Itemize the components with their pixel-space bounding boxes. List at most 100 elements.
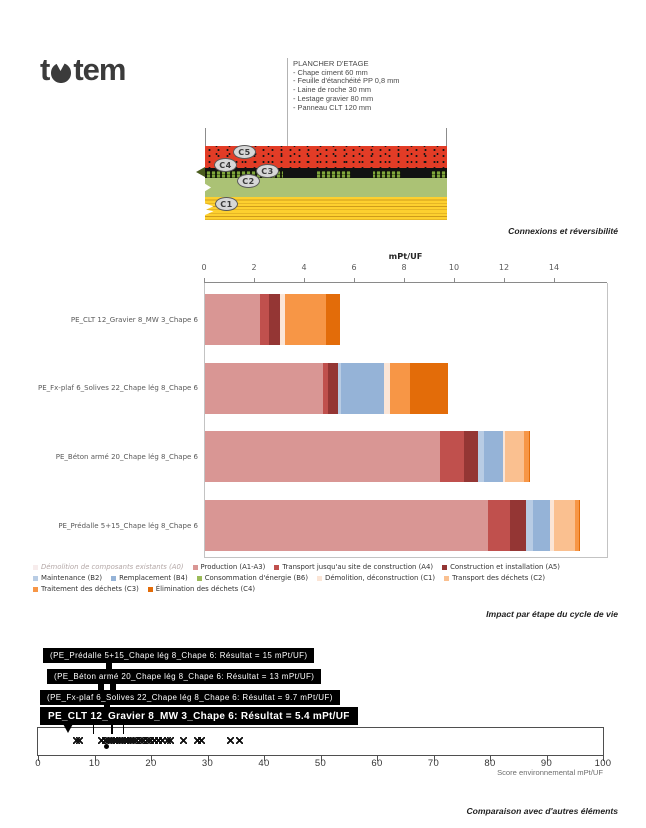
result-box-clt: PE_CLT 12_Gravier 8_MW 3_Chape 6: Résult… [40, 707, 358, 725]
axis-tick [151, 755, 152, 761]
legend-label: Traitement des déchets (C3) [41, 585, 139, 593]
axis-tick [320, 755, 322, 761]
axis-tick-label: 0 [35, 758, 41, 769]
axis-tick-label: 50 [314, 758, 327, 769]
legend-swatch [33, 575, 38, 581]
legend-row: Démolition de composants existants (A0) P… [33, 563, 633, 571]
bar-segment-B4 [532, 500, 550, 552]
legend-item: Démolition, déconstruction (C1) [317, 574, 435, 582]
floor-section-diagram: C5 C4 C3 C2 C1 [196, 128, 447, 222]
comparison-plot-area: 0 10 20 30 40 50 60 70 80 90 100 [35, 722, 611, 769]
totem-logo: t tem [40, 52, 126, 88]
result-box-connector [98, 682, 104, 691]
bar-segment-C3 [523, 431, 529, 483]
reference-tick [92, 722, 95, 734]
x-marker [146, 737, 154, 744]
insulation-gap [401, 171, 431, 178]
axis-tick [454, 278, 455, 283]
insulation-gap [351, 171, 373, 178]
spec-title: PLANCHER D'ETAGE [293, 59, 369, 68]
bar-segment-C2 [553, 500, 575, 552]
bar-segment-A5 [268, 294, 280, 345]
spec-layer-line: - Panneau CLT 120 mm [293, 102, 372, 112]
bar-row-label: PE_CLT 12_Gravier 8_MW 3_Chape 6 [70, 315, 198, 324]
legend-swatch [33, 564, 38, 570]
axis-tick-label: 70 [427, 758, 440, 769]
witness-line-right [446, 128, 447, 148]
caption-connections: Connexions et réversibilité [508, 226, 618, 236]
x-marker [235, 737, 243, 744]
x-marker [180, 737, 188, 744]
x-marker [97, 737, 105, 744]
bar-segment-C3 [390, 362, 410, 414]
insulation-gap [283, 171, 317, 178]
legend-item: Transport des déchets (C2) [444, 574, 545, 582]
bar-segment-B4 [483, 431, 503, 483]
spec-layer-line: - Feuille d'étanchéité PP 0,8 mm [293, 76, 400, 86]
impact-row-labels: PE_CLT 12_Gravier 8_MW 3_Chape 6 PE_Fx-pl… [30, 283, 198, 557]
bar-segment-B2 [477, 431, 484, 483]
bar-segment-C4 [578, 500, 580, 552]
axis-line [204, 282, 607, 283]
axis-tick [433, 755, 435, 761]
axis-tick [603, 755, 604, 761]
legend: Démolition de composants existants (A0) P… [33, 563, 633, 596]
bar-segment-B2 [337, 362, 342, 414]
axis-tick [204, 278, 205, 283]
bar-segment-C1 [280, 294, 285, 345]
axis-tick-label: 40 [258, 758, 270, 769]
legend-label: Transport jusqu'au site de construction … [282, 563, 434, 571]
axis-tick-label: 0 [201, 263, 207, 272]
x-marker [154, 737, 162, 744]
bar-segment-A5 [510, 500, 527, 552]
result-box-beton: (PE_Béton armé 20_Chape lég 8_Chape 6: R… [47, 669, 322, 684]
chart-title: mPt/UF [388, 251, 423, 261]
bar-segment-A4 [260, 294, 269, 345]
layer-label-c2: C2 [237, 174, 260, 188]
bar-segment-A4 [322, 362, 328, 414]
legend-swatch [111, 575, 117, 581]
axis-tick-label: 2 [251, 263, 257, 272]
impact-plot-area [204, 283, 608, 558]
legend-item: Élimination des déchets (C4) [147, 585, 255, 593]
layer-label-c4: C4 [214, 158, 237, 172]
bar-segment-A1A3 [205, 431, 440, 483]
score-axis-label: Score environnemental mPt/UF [497, 768, 603, 777]
bar-segment-C3 [575, 500, 579, 552]
bar-row-label: PE_Prédalle 5+15_Chape lég 8_Chape 6 [58, 521, 198, 530]
axis-tick-label: 14 [548, 263, 560, 272]
x-marker [76, 737, 84, 744]
axis-tick-label: 80 [484, 758, 496, 769]
witness-line-left [205, 128, 206, 148]
bar-segment-C4 [410, 362, 448, 414]
axis-tick-label: 6 [351, 263, 357, 272]
bar-segment-A1A3 [205, 294, 260, 345]
legend-swatch [192, 564, 198, 570]
axis-tick [377, 755, 378, 761]
axis-tick [490, 755, 491, 761]
result-box-connector [104, 703, 110, 710]
layer-label-c3: C3 [256, 164, 279, 178]
axis-tick-label: 12 [498, 263, 510, 272]
legend-item: Maintenance (B2) [33, 574, 102, 582]
legend-swatch [147, 586, 153, 592]
reference-tick [111, 722, 113, 734]
legend-label: Maintenance (B2) [41, 574, 103, 582]
stacked-bar [205, 500, 580, 552]
result-box-fxplaf: (PE_Fx-plaf 6_Solives 22_Chape lég 8_Cha… [40, 690, 340, 705]
layer-cement-screed [205, 146, 447, 168]
legend-label: Démolition, déconstruction (C1) [325, 574, 436, 582]
bar-segment-C1 [550, 500, 554, 552]
stacked-bar [205, 431, 530, 483]
spec-layer-line: - Chape ciment 60 mm [293, 67, 368, 77]
layer-label-c5: C5 [233, 145, 256, 159]
legend-item: Construction et installation (A5) [442, 563, 560, 571]
axis-tick [554, 278, 555, 283]
x-marker [159, 737, 167, 744]
legend-row: Maintenance (B2) Remplacement (B4) Consomm… [33, 574, 633, 582]
axis-tick [207, 755, 209, 761]
axis-tick-label: 20 [145, 758, 157, 769]
bar-segment-B2 [526, 500, 533, 552]
x-marker [197, 737, 205, 744]
legend-swatch [317, 575, 323, 581]
